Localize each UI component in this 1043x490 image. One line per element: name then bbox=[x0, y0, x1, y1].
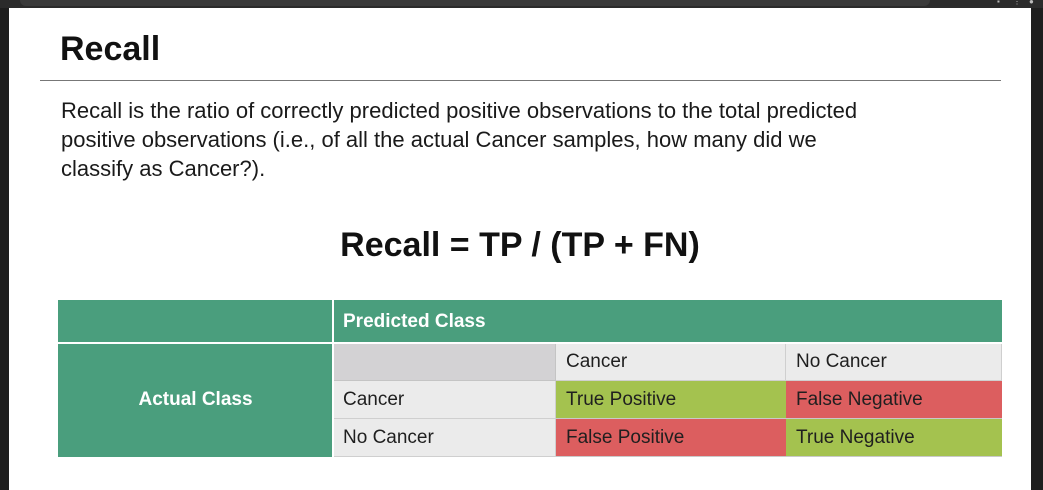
cell-true-negative: True Negative bbox=[786, 419, 1002, 457]
browser-top-strip: ▪ ⋮ ● bbox=[0, 0, 1043, 8]
slide-title: Recall bbox=[60, 30, 161, 68]
cell-false-positive: False Positive bbox=[556, 419, 786, 457]
profile-icon[interactable]: ● bbox=[1029, 0, 1034, 6]
matrix-blank-cell bbox=[333, 343, 556, 381]
predicted-class-header: Predicted Class bbox=[333, 300, 1002, 343]
col-header-cancer: Cancer bbox=[556, 343, 786, 381]
slide-canvas: Recall Recall is the ratio of correctly … bbox=[9, 8, 1031, 490]
matrix-corner-header bbox=[58, 300, 333, 343]
matrix-divider-horizontal bbox=[58, 342, 1002, 344]
actual-class-header: Actual Class bbox=[58, 343, 333, 457]
slide-description: Recall is the ratio of correctly predict… bbox=[61, 98, 858, 181]
row-header-cancer: Cancer bbox=[333, 381, 556, 419]
matrix-divider-vertical bbox=[332, 300, 334, 457]
col-header-no-cancer: No Cancer bbox=[786, 343, 1002, 381]
confusion-matrix: Predicted Class Actual Class Cancer No C… bbox=[58, 300, 1002, 457]
row-header-no-cancer: No Cancer bbox=[333, 419, 556, 457]
extension-icon[interactable]: ▪ bbox=[997, 0, 1000, 6]
address-bar[interactable] bbox=[20, 0, 930, 6]
browser-toolbar-icons: ▪ ⋮ ● bbox=[997, 0, 1037, 7]
recall-formula: Recall = TP / (TP + FN) bbox=[340, 226, 700, 264]
title-divider bbox=[40, 80, 1001, 81]
menu-icon[interactable]: ⋮ bbox=[1013, 0, 1021, 6]
cell-true-positive: True Positive bbox=[556, 381, 786, 419]
cell-false-negative: False Negative bbox=[786, 381, 1002, 419]
